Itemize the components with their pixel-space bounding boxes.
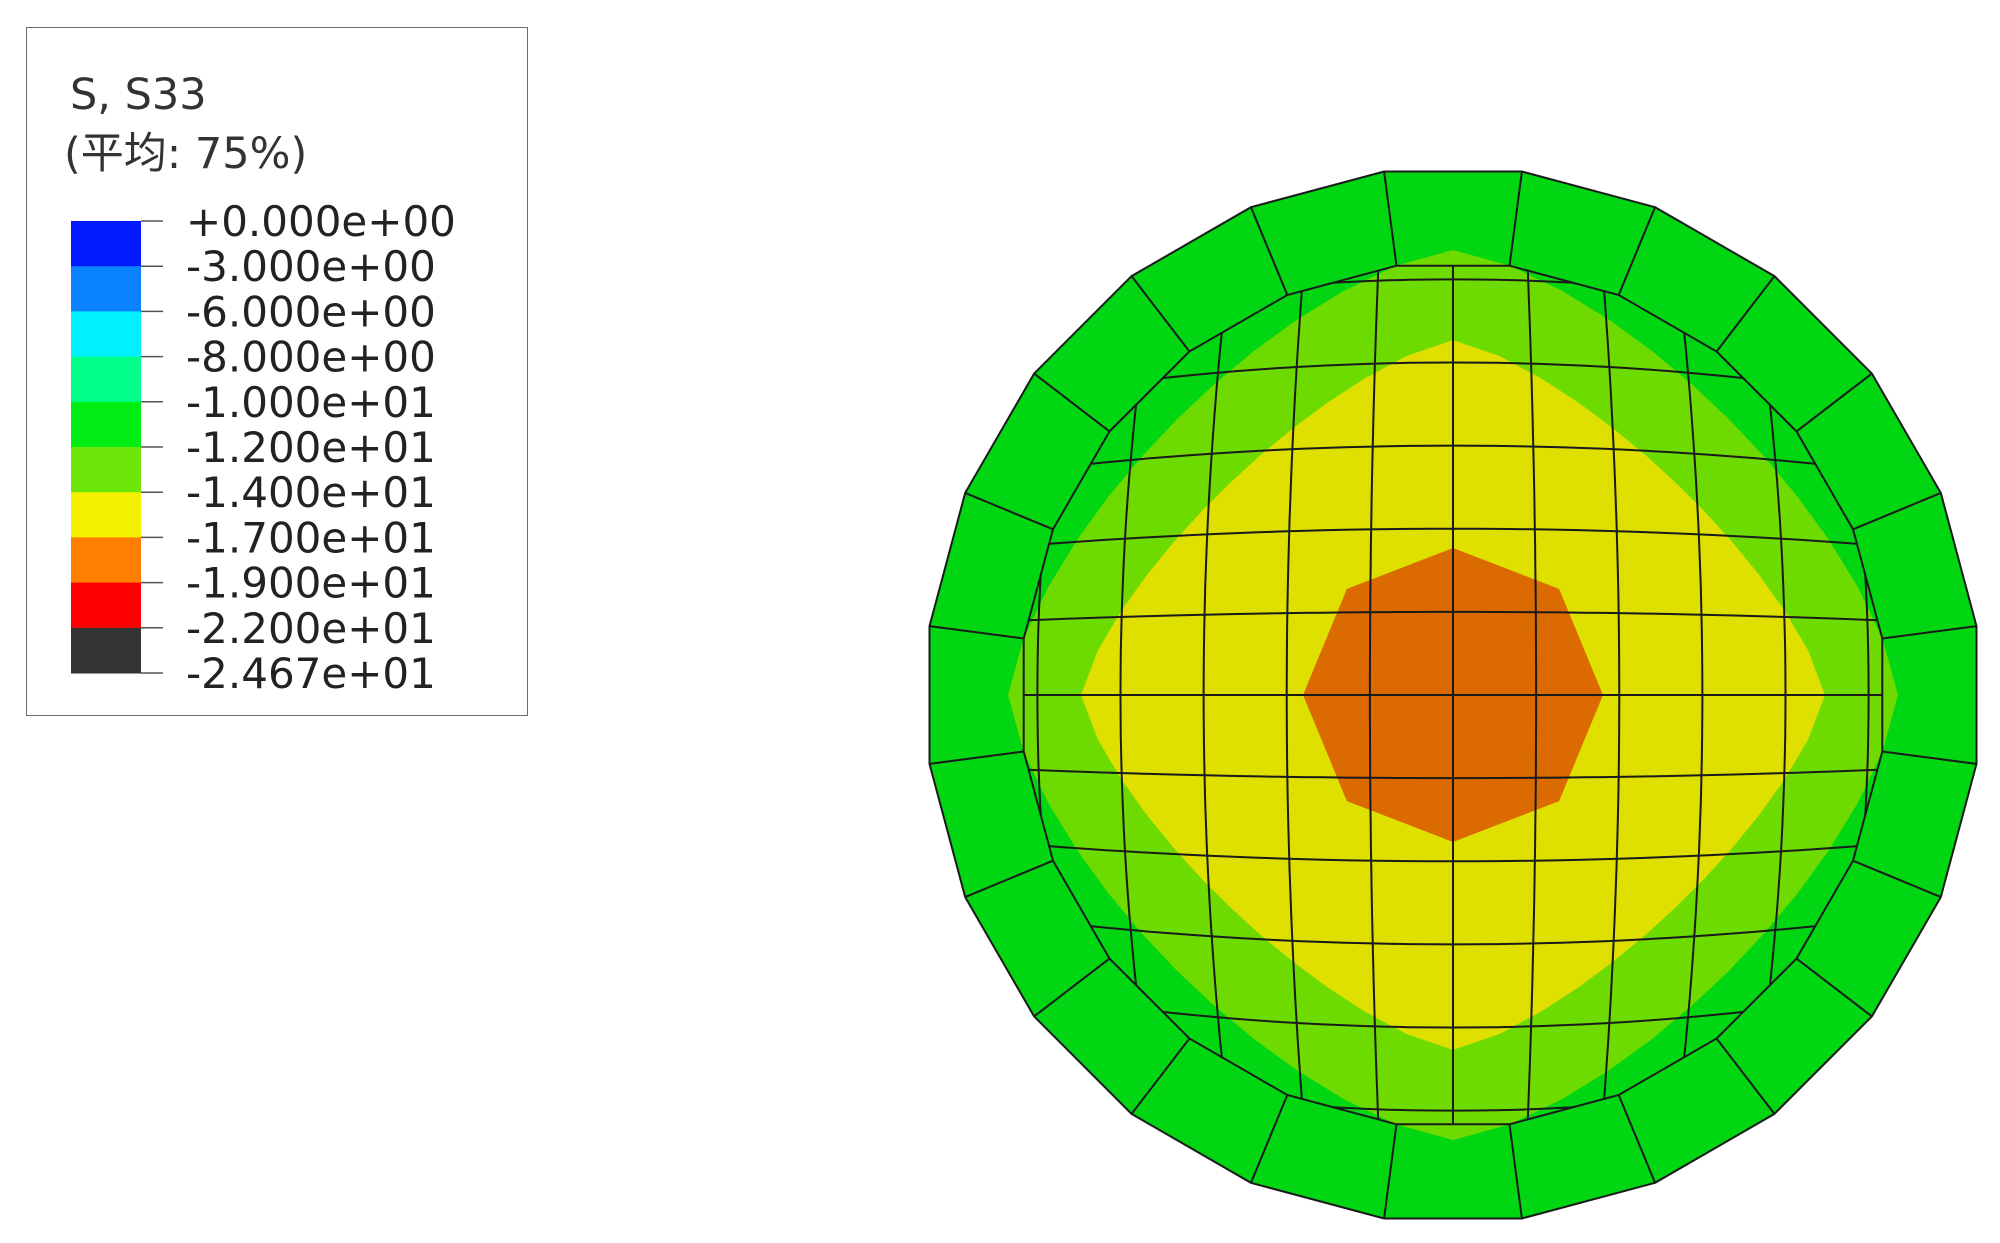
contour-edge-tint bbox=[1001, 1162, 1082, 1199]
mesh-column-line bbox=[1749, 265, 1787, 1125]
legend-swatch bbox=[71, 356, 141, 403]
mesh-column-line bbox=[1600, 265, 1621, 1125]
mesh-radial-edge bbox=[1508, 171, 1523, 266]
mesh-row-line bbox=[1023, 842, 1883, 863]
legend-swatch bbox=[71, 627, 141, 674]
mesh-radial-edge bbox=[1130, 275, 1191, 353]
legend-level-label: -3.000e+00 bbox=[186, 242, 436, 291]
legend-level-label: -1.400e+01 bbox=[186, 468, 436, 517]
legend-subtitle: (平均: 75%) bbox=[64, 129, 308, 179]
contour-edge-tint bbox=[990, 191, 1071, 228]
legend-level-label: -1.000e+01 bbox=[186, 378, 436, 427]
mesh-radial-edge bbox=[1852, 859, 1942, 898]
legend-level-label: -6.000e+00 bbox=[186, 287, 436, 336]
legend-swatch bbox=[71, 401, 141, 448]
mesh-radial-edge bbox=[1383, 171, 1398, 266]
mesh-radial-edge bbox=[1130, 1037, 1191, 1115]
legend-swatch bbox=[71, 311, 141, 358]
legend-level-label: -1.200e+01 bbox=[186, 423, 436, 472]
legend-swatch bbox=[71, 492, 141, 538]
legend-title: S, S33 bbox=[70, 70, 207, 120]
mesh-radial-edge bbox=[1033, 372, 1111, 433]
legend-level-label: -8.000e+00 bbox=[186, 333, 436, 382]
legend-level-label: -1.700e+01 bbox=[186, 513, 436, 562]
mesh-radial-edge bbox=[929, 750, 1024, 765]
legend-swatch bbox=[71, 221, 141, 267]
mesh-radial-edge bbox=[1795, 957, 1873, 1018]
mesh-column-line bbox=[1675, 265, 1704, 1125]
mesh-radial-edge bbox=[1250, 1094, 1289, 1184]
mesh-radial-edge bbox=[1715, 275, 1776, 353]
contour-edge-tint bbox=[1835, 191, 1916, 228]
legend-swatch bbox=[71, 266, 141, 312]
mesh-radial-edge bbox=[929, 625, 1024, 640]
mesh-radial-edge bbox=[1882, 625, 1977, 640]
mesh-column-line bbox=[1526, 265, 1538, 1125]
mesh-radial-edge bbox=[1882, 750, 1977, 765]
legend-level-label: -2.200e+01 bbox=[186, 604, 436, 653]
mesh-radial-edge bbox=[1617, 1094, 1656, 1184]
mesh-radial-edge bbox=[1852, 492, 1942, 531]
legend-swatch bbox=[71, 447, 141, 493]
legend-level-label: -1.900e+01 bbox=[186, 559, 436, 608]
mesh-radial-edge bbox=[1715, 1037, 1776, 1115]
mesh-row-line bbox=[1023, 991, 1883, 1029]
mesh-radial-edge bbox=[1383, 1124, 1398, 1219]
mesh-radial-edge bbox=[964, 859, 1054, 898]
legend-level-label: +0.000e+00 bbox=[186, 197, 456, 246]
mesh-radial-edge bbox=[1250, 206, 1289, 296]
mesh-radial-edge bbox=[1508, 1124, 1523, 1219]
mesh-radial-edge bbox=[964, 492, 1054, 531]
mesh-row-line bbox=[1023, 917, 1883, 946]
mesh-radial-edge bbox=[1033, 957, 1111, 1018]
legend-level-label: -2.467e+01 bbox=[186, 649, 436, 698]
mesh-radial-edge bbox=[1795, 372, 1873, 433]
legend-swatch bbox=[71, 582, 141, 629]
mesh-row-line bbox=[1023, 768, 1883, 780]
mesh-radial-edge bbox=[1617, 206, 1656, 296]
legend-swatch bbox=[71, 537, 141, 584]
contour-edge-tint bbox=[1824, 1162, 1905, 1199]
